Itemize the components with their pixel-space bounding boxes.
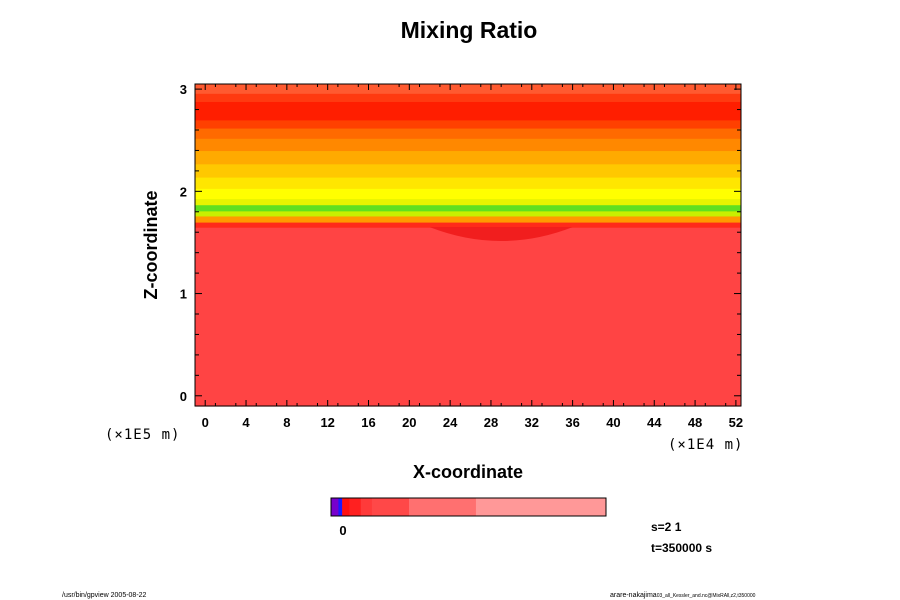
y-axis-unit: (×1E5 m): [105, 427, 180, 443]
field-band-8: [195, 163, 741, 178]
mixing-ratio-field: [195, 84, 741, 407]
x-tick-label-8: 32: [525, 415, 539, 430]
x-axis: 0 4 8 12 16 20 24 28 32 36 40 44 48 52: [194, 84, 743, 430]
x-tick-label-1: 4: [242, 415, 250, 430]
x-tick-label-5: 20: [402, 415, 416, 430]
x-tick-label-11: 44: [647, 415, 662, 430]
x-tick-label-6: 24: [443, 415, 458, 430]
colorbar-segment-6: [409, 498, 477, 516]
x-tick-label-9: 36: [565, 415, 579, 430]
footer-right: arare-nakajima03_all_Kessler_and.nc@MixR…: [610, 592, 756, 599]
x-tick-label-3: 12: [320, 415, 334, 430]
colorbar-segment-0: [331, 498, 339, 516]
colorbar-segment-5: [371, 498, 410, 516]
y-tick-label-0: 0: [180, 389, 187, 404]
x-tick-label-12: 48: [688, 415, 702, 430]
colorbar-segments: [331, 498, 607, 516]
field-band-13: [195, 101, 741, 121]
x-tick-label-13: 52: [729, 415, 743, 430]
plot-frame: [194, 83, 742, 407]
footer-left: /usr/bin/gpview 2005-08-22: [62, 592, 147, 599]
chart-title: Mixing Ratio: [401, 17, 538, 43]
colorbar: 0: [330, 497, 607, 538]
colorbar-frame: [330, 497, 607, 517]
colorbar-segment-3: [349, 498, 362, 516]
field-dip-region: [429, 227, 573, 242]
x-tick-label-10: 40: [606, 415, 620, 430]
y-axis-label: Z-coordinate: [141, 190, 161, 299]
footer-right-small: 03_all_Kessler_and.nc@MixRAll,z2,t350000: [657, 593, 756, 599]
colorbar-zero-label: 0: [339, 523, 346, 538]
field-band-5: [195, 198, 741, 206]
field-band-15: [195, 84, 741, 94]
colorbar-segment-1: [338, 498, 343, 516]
field-band-6: [195, 188, 741, 200]
y-tick-label-3: 3: [180, 82, 187, 97]
x-tick-label-0: 0: [202, 415, 209, 430]
colorbar-segment-4: [360, 498, 373, 516]
field-band-14: [195, 93, 741, 102]
field-band-0: [195, 227, 741, 407]
x-tick-label-4: 16: [361, 415, 375, 430]
field-band-12: [195, 119, 741, 129]
field-band-3: [195, 210, 741, 217]
y-axis: 0 1 2 3: [180, 82, 741, 404]
footer-right-main: arare-nakajima: [610, 592, 657, 599]
colorbar-segment-2: [342, 498, 350, 516]
s-label: s=2 1: [651, 520, 682, 534]
x-axis-label: X-coordinate: [413, 462, 523, 482]
field-band-9: [195, 150, 741, 165]
field-band-7: [195, 177, 741, 189]
x-tick-label-2: 8: [283, 415, 290, 430]
colorbar-segment-7: [475, 498, 607, 516]
plot-area: [194, 83, 742, 407]
x-tick-label-7: 28: [484, 415, 498, 430]
x-axis-unit: (×1E4 m): [668, 437, 743, 453]
t-label: t=350000 s: [651, 541, 712, 555]
field-band-10: [195, 138, 741, 152]
field-band-4: [195, 204, 741, 212]
field-band-11: [195, 127, 741, 139]
field-band-1: [195, 222, 741, 228]
field-band-2: [195, 215, 741, 223]
y-tick-label-2: 2: [180, 184, 187, 199]
y-tick-label-1: 1: [180, 287, 187, 302]
